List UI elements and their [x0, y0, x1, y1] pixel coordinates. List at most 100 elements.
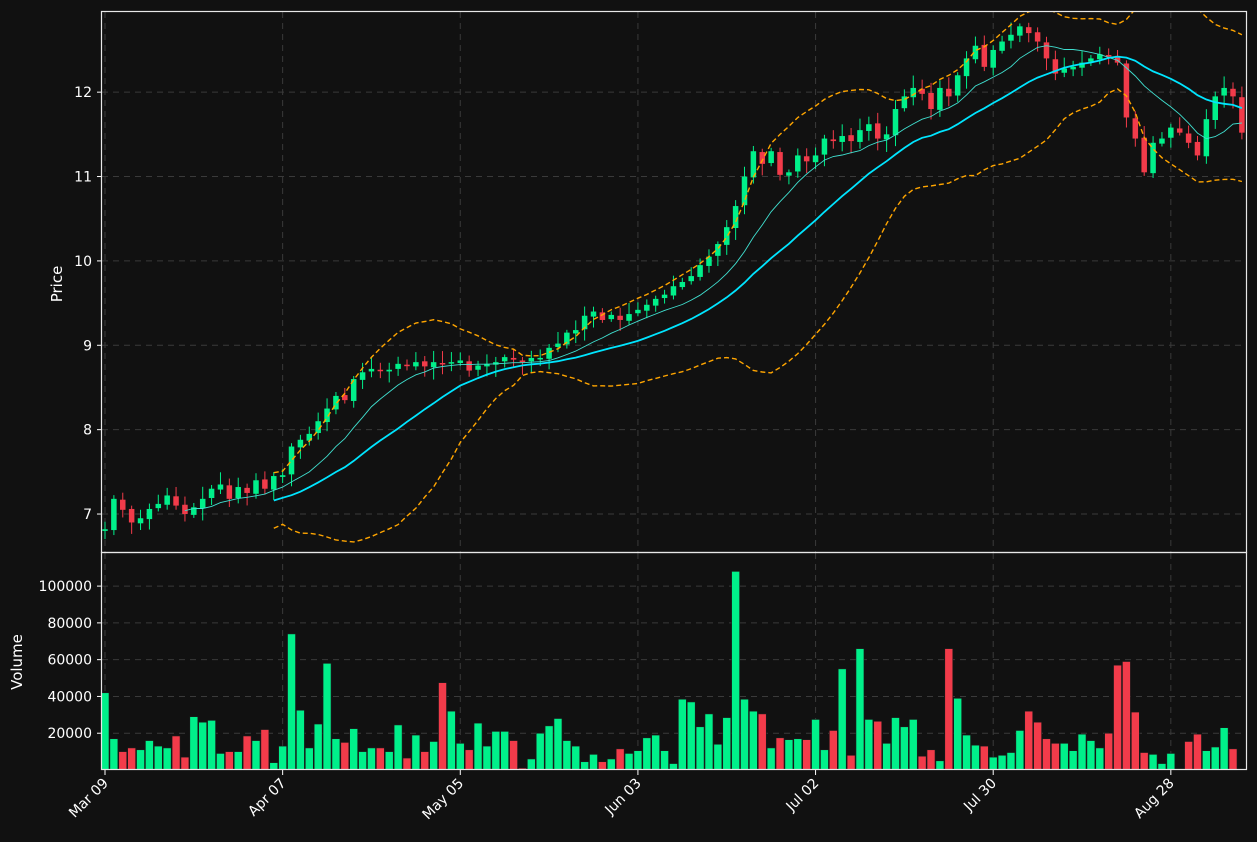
x-tick-label: Jul 02	[783, 776, 823, 816]
candle-body	[1097, 54, 1103, 60]
volume-bar	[269, 762, 279, 771]
volume-bar	[731, 571, 740, 771]
volume-bar	[988, 756, 998, 771]
candle-body	[946, 88, 952, 97]
candle-body	[608, 314, 615, 320]
volume-bar	[864, 719, 874, 771]
candle-body	[395, 363, 401, 369]
candle-body	[786, 172, 792, 176]
candle-body	[795, 155, 801, 172]
volume-bar	[118, 751, 128, 771]
volume-bar	[624, 753, 634, 771]
volume-bar	[482, 745, 492, 771]
candle-body	[191, 507, 197, 515]
x-tick-label: May 05	[420, 776, 468, 824]
volume-bar	[491, 731, 501, 771]
candle-body	[528, 357, 535, 362]
candle-body	[1034, 32, 1041, 42]
volume-bar	[757, 713, 767, 771]
volume-axis-label: Volume	[8, 634, 26, 690]
candle-body	[1043, 42, 1050, 59]
candle-body	[759, 152, 766, 164]
volume-bar	[598, 761, 607, 771]
volume-bar	[447, 710, 456, 771]
x-tick-label: Jul 30	[960, 776, 1000, 816]
candle-body	[572, 330, 579, 334]
volume-panel-frame	[100, 551, 1248, 771]
volume-bar	[953, 697, 962, 771]
volume-bar	[1166, 753, 1176, 771]
candle-body	[990, 49, 996, 68]
candle-body	[1185, 133, 1192, 143]
candle-body	[1203, 119, 1210, 157]
candle-body	[1221, 87, 1227, 96]
volume-bar	[651, 734, 660, 771]
volume-bar	[820, 749, 829, 771]
volume-bar	[500, 731, 509, 771]
candle-body	[475, 365, 481, 370]
volume-bar	[722, 717, 732, 771]
candle-body	[1114, 55, 1121, 63]
volume-bar	[180, 756, 190, 771]
volume-bar	[1086, 740, 1096, 771]
candle-body	[102, 529, 108, 531]
price-axis-label: Price	[48, 266, 66, 303]
volume-bar	[1015, 730, 1025, 771]
volume-tick-label: 80000	[47, 616, 92, 632]
volume-bar	[411, 734, 421, 771]
volume-bar	[455, 743, 465, 771]
volume-bar	[464, 749, 474, 771]
bollinger-lower-line	[273, 88, 1243, 543]
volume-tick-label: 20000	[47, 726, 92, 742]
candle-body	[137, 518, 144, 524]
candle-body	[1105, 55, 1112, 57]
volume-bar	[802, 739, 811, 771]
candle-body	[368, 368, 375, 372]
volume-bar	[704, 713, 714, 771]
candle-body	[599, 312, 606, 320]
candle-body	[217, 484, 224, 490]
volume-bar	[1184, 741, 1193, 771]
candle-body	[244, 487, 250, 493]
candle-body	[1141, 137, 1147, 173]
price-tick-label: 8	[83, 423, 92, 439]
price-grid	[102, 12, 1246, 552]
candle-body	[333, 395, 339, 410]
candle-body	[359, 372, 366, 380]
candle-body	[1212, 96, 1219, 120]
candle-body	[253, 480, 259, 494]
volume-bar	[384, 751, 394, 771]
candle-body	[546, 347, 552, 359]
volume-bar	[917, 755, 927, 771]
volume-bar	[855, 648, 865, 771]
candle-body	[1230, 88, 1236, 97]
candle-body	[679, 282, 686, 288]
axis-ticks: 7 8 9 10 11 12 20000 40000 60000 80000 100000 Mar 0…	[39, 85, 1178, 823]
volume-bar	[189, 716, 199, 771]
candle-body	[1061, 68, 1068, 73]
candle-body	[199, 498, 206, 509]
volume-bar	[766, 747, 776, 771]
candle-body	[821, 138, 828, 155]
candle-body	[439, 363, 446, 365]
volume-bar	[242, 735, 252, 771]
volume-bar	[633, 750, 643, 771]
candle-body	[1194, 141, 1201, 156]
candle-body	[1123, 63, 1130, 118]
candle-body	[555, 343, 561, 347]
price-tick-label: 10	[74, 254, 92, 270]
candle-body	[768, 151, 774, 164]
volume-bar	[322, 663, 332, 771]
volume-bar	[233, 751, 243, 771]
candle-body	[919, 88, 925, 94]
candle-body	[297, 439, 304, 448]
candle-body	[715, 244, 721, 256]
candle-body	[235, 487, 241, 498]
volume-bar	[749, 710, 758, 771]
candle-body	[173, 496, 179, 506]
volume-bar	[580, 761, 589, 771]
volume-bar	[713, 743, 723, 771]
volume-bar	[971, 744, 980, 771]
volume-bar	[1210, 746, 1220, 771]
